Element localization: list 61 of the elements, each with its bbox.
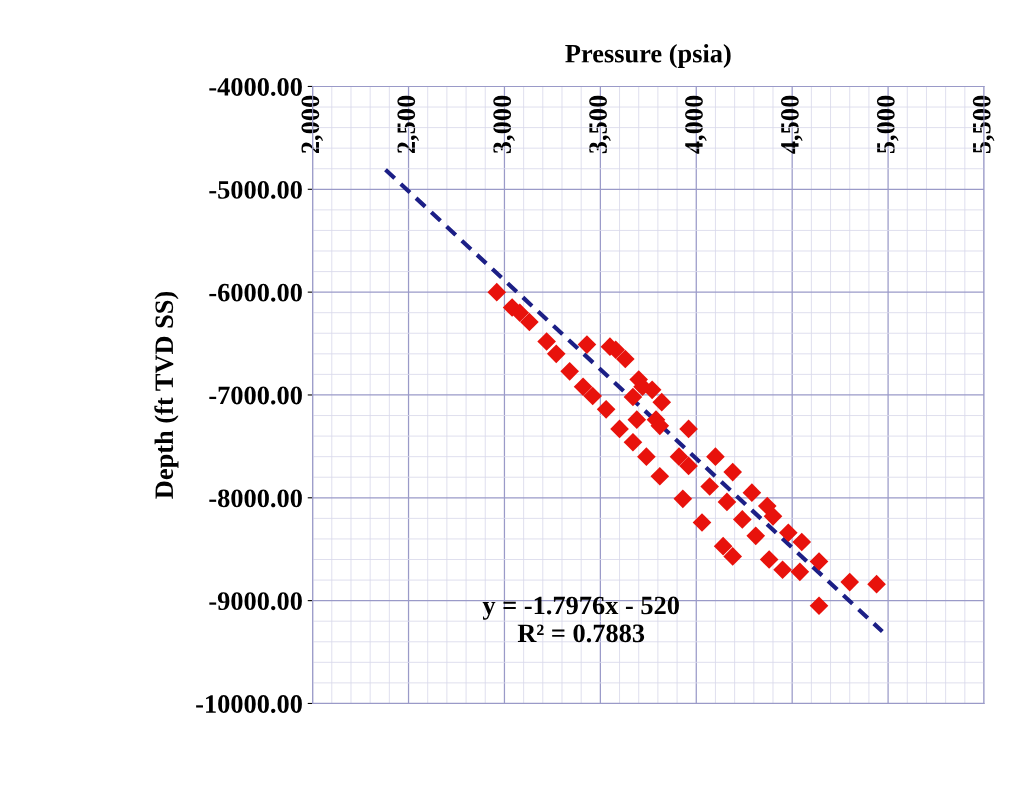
point (596, 400, 616, 419)
point (546, 344, 566, 364)
point (637, 447, 656, 466)
y-tick-label: -10000.00 (196, 695, 302, 713)
y-axis-title: Depth (ft TVD SS) (154, 291, 179, 499)
point (679, 419, 698, 439)
point (746, 526, 766, 546)
point (763, 506, 783, 526)
y-tick-label: -9000.00 (209, 592, 302, 611)
point (623, 432, 643, 452)
point (713, 536, 733, 556)
point (650, 466, 670, 486)
point (773, 560, 792, 580)
point (487, 282, 507, 302)
annotation: R² = 0.7883 (517, 624, 645, 643)
point (537, 332, 556, 351)
point (759, 550, 779, 569)
point (732, 510, 752, 529)
x-tick-label: 3,500 (589, 95, 611, 154)
point (792, 532, 812, 552)
y-tick-label: -4000.00 (209, 78, 302, 96)
y-tick-label: -5000.00 (209, 180, 302, 199)
point (723, 462, 743, 482)
point (573, 377, 593, 397)
point (779, 523, 798, 543)
x-tick-label: 5,500 (972, 95, 995, 154)
x-tick-label: 2,500 (397, 95, 419, 154)
point (623, 387, 643, 407)
point (577, 335, 597, 354)
x-tick-label: 2,000 (301, 95, 324, 154)
point (615, 349, 635, 369)
point (692, 513, 712, 532)
point (673, 489, 693, 509)
point (706, 447, 725, 466)
y-tick-label: -6000.00 (209, 283, 302, 302)
point (610, 419, 629, 439)
point (652, 392, 672, 412)
point (840, 572, 860, 592)
annotation: y = -1.7976x - 520 (482, 596, 679, 620)
y-tick-label: -8000.00 (209, 489, 302, 508)
x-tick-label: 4,000 (685, 95, 707, 154)
point (510, 303, 530, 323)
point (627, 410, 647, 429)
point (742, 483, 762, 502)
point (520, 312, 539, 332)
point (700, 477, 720, 496)
point (790, 562, 810, 582)
point (583, 386, 602, 406)
point (560, 362, 579, 381)
point (809, 552, 829, 571)
point (669, 447, 689, 466)
point (717, 492, 737, 512)
x-tick-label: 4,500 (780, 95, 803, 154)
point (809, 596, 829, 616)
point (867, 574, 886, 594)
x-tick-label: 5,000 (876, 95, 899, 154)
x-tick-label: 3,000 (493, 95, 515, 154)
point (723, 547, 743, 566)
x-axis-title: Pressure (psia) (565, 43, 731, 68)
point (679, 456, 698, 476)
y-tick-label: -7000.00 (209, 386, 302, 405)
